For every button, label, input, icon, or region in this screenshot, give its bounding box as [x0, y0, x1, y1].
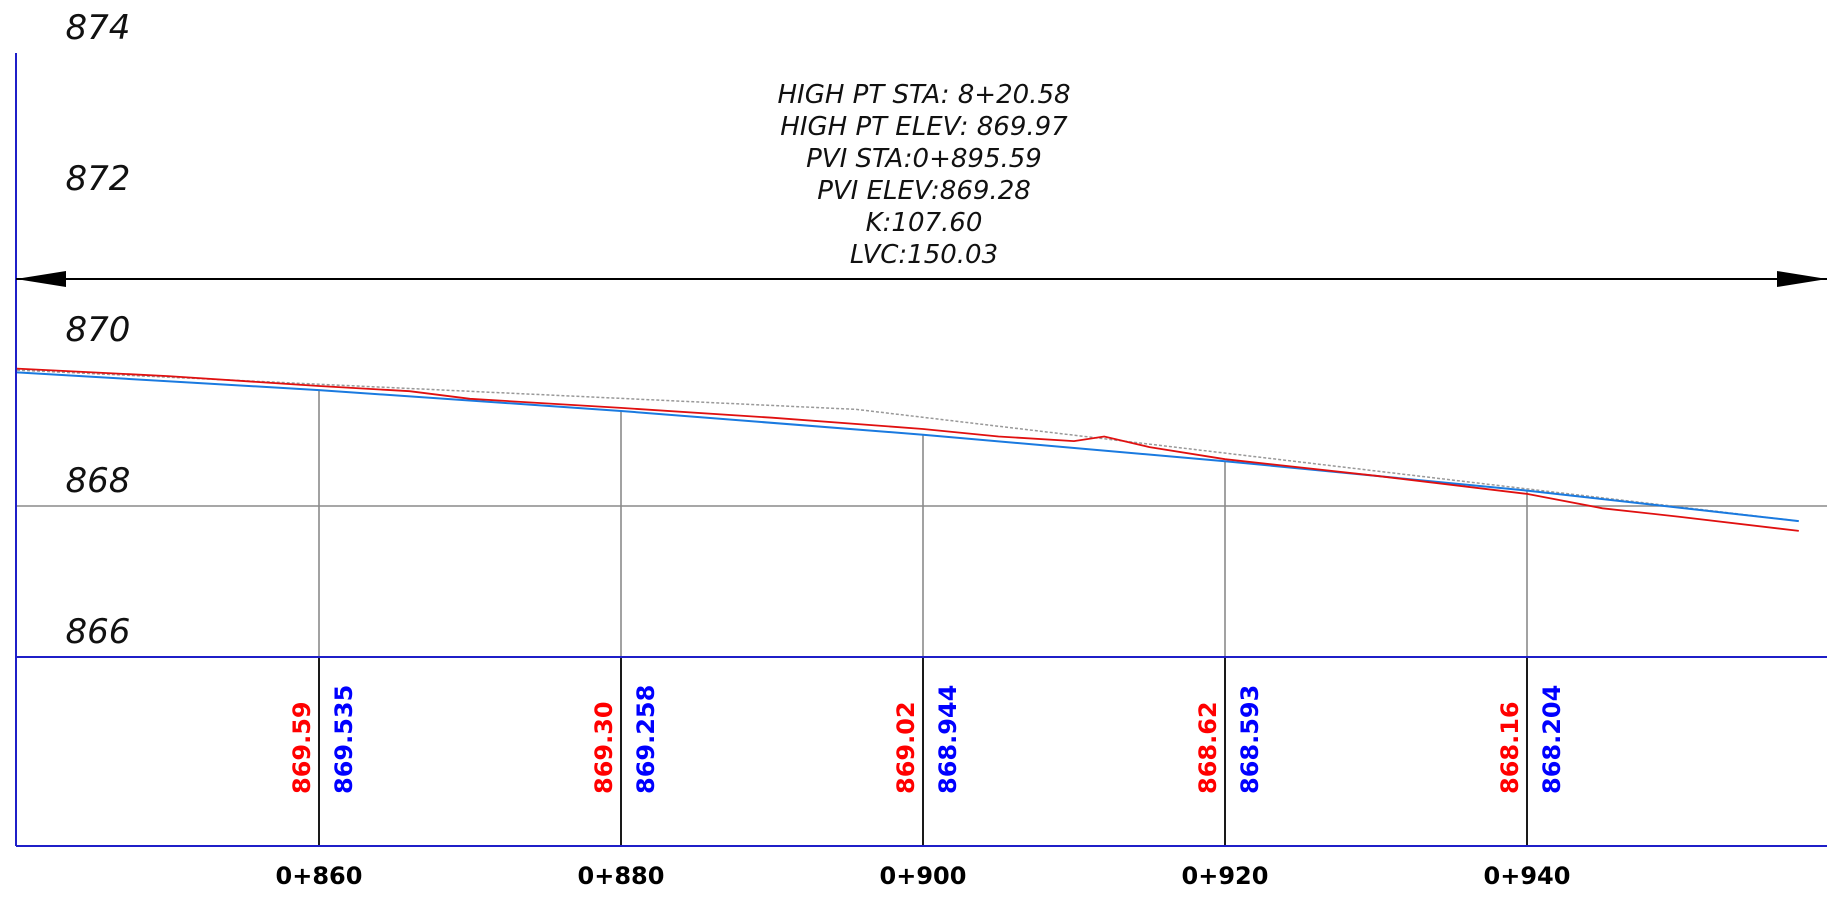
pvi-station-text: PVI STA:0+895.59	[806, 144, 1042, 174]
elevation-label: 866	[66, 612, 131, 652]
proposed-grade-value: 869.258	[632, 685, 660, 794]
k-value-text: K:107.60	[866, 208, 983, 238]
proposed-grade-value: 868.593	[1236, 685, 1264, 794]
vertical-curve-annotation: HIGH PT STA: 8+20.58 HIGH PT ELEV: 869.9…	[16, 80, 1827, 287]
station-label: 0+940	[1484, 862, 1571, 890]
existing-ground-line	[16, 367, 1799, 532]
elevation-label: 868	[66, 461, 131, 501]
existing-ground-value: 869.30	[590, 701, 618, 794]
high-point-station-text: HIGH PT STA: 8+20.58	[777, 80, 1070, 110]
high-point-elevation-text: HIGH PT ELEV: 869.97	[780, 112, 1068, 142]
proposed-grade-value: 869.535	[330, 685, 358, 794]
curve-length-text: LVC:150.03	[850, 240, 998, 270]
proposed-grade-value: 868.944	[934, 685, 962, 794]
tangent-line	[16, 369, 1799, 522]
proposed-grade-value: 868.204	[1538, 685, 1566, 794]
elevation-label: 874	[66, 8, 131, 48]
existing-ground-value: 868.62	[1194, 701, 1222, 794]
proposed-grade-line	[16, 371, 1799, 523]
station-label: 0+880	[578, 862, 665, 890]
elevation-label: 872	[66, 159, 131, 199]
station-label: 0+900	[880, 862, 967, 890]
station-label: 0+920	[1182, 862, 1269, 890]
pvi-elevation-text: PVI ELEV:869.28	[817, 176, 1031, 206]
existing-ground-value: 868.16	[1496, 701, 1524, 794]
station-label: 0+860	[276, 862, 363, 890]
existing-ground-value: 869.59	[288, 701, 316, 794]
elevation-label: 870	[66, 310, 131, 350]
existing-ground-value: 869.02	[892, 701, 920, 794]
